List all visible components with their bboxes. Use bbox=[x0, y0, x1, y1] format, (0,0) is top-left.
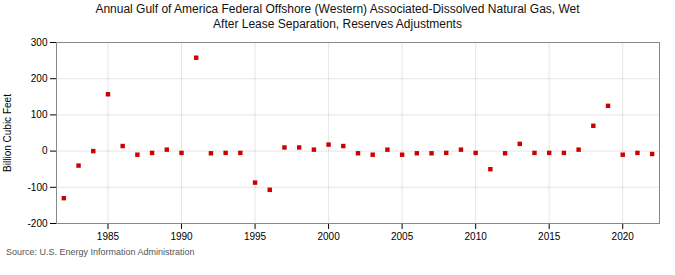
svg-text:1990: 1990 bbox=[170, 231, 193, 242]
svg-text:2000: 2000 bbox=[317, 231, 340, 242]
html-text:Source: U.S. Energy Informatio: Source: U.S. Energy Information Administ… bbox=[6, 247, 195, 257]
svg-text:Billion Cubic Feet: Billion Cubic Feet bbox=[2, 94, 13, 172]
svg-text:2010: 2010 bbox=[465, 231, 488, 242]
svg-text:0: 0 bbox=[42, 145, 48, 156]
svg-text:2020: 2020 bbox=[612, 231, 635, 242]
svg-text:200: 200 bbox=[31, 73, 48, 84]
svg-text:-100: -100 bbox=[27, 182, 47, 193]
svg-text:2015: 2015 bbox=[538, 231, 561, 242]
svg-text:2005: 2005 bbox=[391, 231, 414, 242]
svg-text:100: 100 bbox=[31, 109, 48, 120]
html-text:Annual Gulf of America Federal: Annual Gulf of America Federal Offshore … bbox=[95, 2, 580, 31]
svg-text:1985: 1985 bbox=[97, 231, 120, 242]
svg-text:300: 300 bbox=[31, 37, 48, 48]
svg-text:1995: 1995 bbox=[244, 231, 267, 242]
svg-text:-200: -200 bbox=[27, 218, 47, 229]
